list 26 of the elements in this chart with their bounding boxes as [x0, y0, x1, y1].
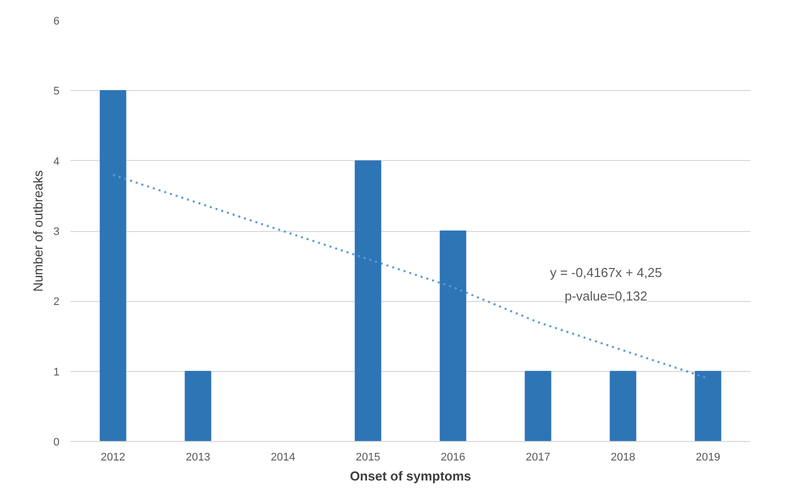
y-tick-label: 5 [53, 86, 60, 98]
annotation: y = -0,4167x + 4,25 [550, 265, 662, 280]
x-tick-label: 2016 [440, 452, 466, 464]
x-tick-label: 2019 [696, 452, 720, 464]
y-tick-label: 1 [53, 366, 60, 378]
y-tick-label: 2 [53, 296, 60, 308]
bar [440, 230, 466, 442]
x-tick-label: 2014 [270, 452, 296, 464]
bar [184, 370, 212, 442]
bar [694, 370, 722, 442]
bar [354, 160, 382, 442]
bar [524, 370, 552, 442]
x-axis-title: Onset of symptoms [350, 468, 472, 484]
x-tick-label: 2013 [186, 452, 210, 464]
bar [610, 370, 636, 442]
x-tick-label: 2018 [610, 452, 636, 464]
x-tick-label: 2015 [356, 452, 380, 464]
annotation: p-value=0,132 [564, 288, 648, 304]
y-tick-label: 3 [53, 226, 60, 238]
x-tick-label: 2012 [100, 452, 126, 464]
bar [100, 90, 126, 442]
y-axis-title: Number of outbreaks [30, 170, 46, 292]
y-tick-label: 0 [53, 436, 60, 448]
y-tick-label: 6 [53, 16, 60, 28]
x-tick-label: 2017 [526, 452, 550, 464]
y-tick-label: 4 [53, 156, 60, 168]
